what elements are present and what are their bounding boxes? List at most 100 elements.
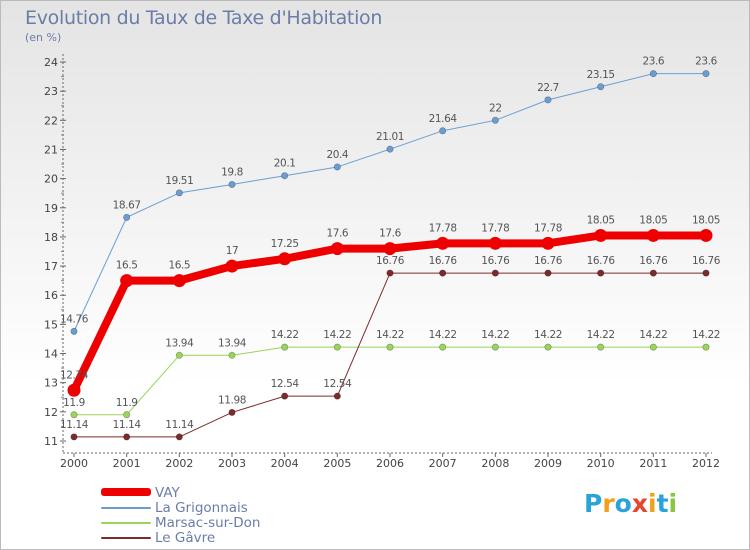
legend-swatch-la-grigonnais: [101, 507, 151, 509]
data-point-la-grigonnais: [649, 70, 657, 78]
legend-swatch-marsac-sur-don: [101, 522, 151, 524]
data-point-le-gavre: [439, 269, 447, 277]
legend-label-vay: VAY: [155, 485, 180, 501]
data-point-vay: [278, 252, 292, 266]
data-point-marsac-sur-don: [491, 343, 499, 351]
x-tick-label: 2002: [165, 457, 193, 470]
data-label-marsac-sur-don: 13.94: [218, 337, 247, 349]
data-label-vay: 16.5: [116, 260, 138, 272]
data-point-le-gavre: [544, 269, 552, 277]
data-label-vay: 18.05: [639, 214, 667, 226]
legend-swatch-vay: [101, 488, 151, 496]
data-point-vay: [120, 274, 134, 288]
x-tick-label: 2000: [60, 457, 88, 470]
data-point-marsac-sur-don: [123, 411, 131, 419]
data-label-marsac-sur-don: 14.22: [323, 329, 351, 341]
data-point-la-grigonnais: [702, 70, 710, 78]
data-label-la-grigonnais: 23.6: [642, 56, 664, 68]
data-label-vay: 17.25: [271, 238, 299, 250]
data-point-marsac-sur-don: [702, 343, 710, 351]
legend-label-la-grigonnais: La Grigonnais: [155, 500, 248, 516]
data-point-marsac-sur-don: [386, 343, 394, 351]
y-tick-label: 16: [44, 289, 58, 302]
data-label-le-gavre: 16.76: [587, 255, 616, 267]
data-label-la-grigonnais: 18.67: [113, 199, 141, 211]
data-label-la-grigonnais: 23.15: [587, 69, 615, 81]
data-label-marsac-sur-don: 14.22: [587, 329, 615, 341]
data-point-marsac-sur-don: [544, 343, 552, 351]
data-point-le-gavre: [70, 433, 78, 441]
y-tick-label: 14: [44, 348, 58, 361]
data-label-le-gavre: 11.98: [218, 394, 246, 406]
data-label-la-grigonnais: 20.4: [326, 149, 348, 161]
series-layer: [67, 70, 713, 441]
data-point-marsac-sur-don: [70, 411, 78, 419]
data-point-la-grigonnais: [491, 116, 499, 124]
data-label-marsac-sur-don: 11.9: [116, 397, 138, 409]
data-label-vay: 16.5: [168, 260, 190, 272]
data-point-vay: [225, 259, 239, 273]
data-label-le-gavre: 11.14: [60, 419, 89, 431]
y-tick-label: 24: [44, 56, 58, 69]
x-tick-label: 2001: [113, 457, 141, 470]
y-tick-label: 23: [44, 85, 58, 98]
series-line-le-gavre: [73, 272, 707, 438]
data-label-vay: 17.78: [429, 222, 457, 234]
data-point-marsac-sur-don: [175, 351, 183, 359]
data-point-vay: [172, 274, 186, 288]
series-line-marsac-sur-don: [73, 346, 707, 416]
legend-item-le-gavre: Le Gâvre: [101, 530, 361, 546]
data-label-la-grigonnais: 22: [489, 102, 502, 114]
data-label-la-grigonnais: 21.64: [429, 113, 458, 125]
data-point-la-grigonnais: [439, 127, 447, 135]
data-label-la-grigonnais: 19.51: [165, 175, 193, 187]
data-point-le-gavre: [597, 269, 605, 277]
y-tick-label: 18: [44, 231, 58, 244]
axes: 11 12 13 14 15 16 17 18 19 20 21 22 23 24 2000 2001 2002…: [44, 54, 720, 470]
y-tick-label: 22: [44, 114, 58, 127]
data-label-le-gavre: 16.76: [481, 255, 510, 267]
legend-item-la-grigonnais: La Grigonnais: [101, 500, 361, 516]
y-tick-label: 20: [44, 173, 58, 186]
data-point-la-grigonnais: [544, 96, 552, 104]
data-label-marsac-sur-don: 14.22: [692, 329, 720, 341]
logo-letter: i: [648, 489, 657, 518]
y-tick-label: 15: [44, 318, 58, 331]
data-label-vay: 12.74: [60, 369, 89, 381]
logo-letter: i: [668, 489, 678, 518]
data-label-la-grigonnais: 21.01: [376, 131, 404, 143]
data-label-marsac-sur-don: 14.22: [534, 329, 562, 341]
data-label-le-gavre: 16.76: [429, 255, 458, 267]
series-marsac-sur-don: [70, 343, 710, 419]
data-label-marsac-sur-don: 14.22: [481, 329, 509, 341]
chart-title: Evolution du Taux de Taxe d'Habitation: [25, 7, 383, 29]
data-point-le-gavre: [491, 269, 499, 277]
data-point-le-gavre: [333, 392, 341, 400]
data-point-vay: [67, 383, 81, 397]
data-point-la-grigonnais: [175, 189, 183, 197]
data-label-marsac-sur-don: 14.22: [639, 329, 667, 341]
legend-label-marsac-sur-don: Marsac-sur-Don: [155, 515, 261, 531]
series-le-gavre: [70, 269, 710, 441]
data-point-marsac-sur-don: [333, 343, 341, 351]
series-la-grigonnais: [70, 70, 710, 335]
logo-letter: o: [614, 489, 632, 518]
data-label-vay: 18.05: [587, 214, 615, 226]
x-tick-label: 2007: [429, 457, 457, 470]
data-point-marsac-sur-don: [649, 343, 657, 351]
data-point-vay: [436, 236, 450, 250]
legend-label-le-gavre: Le Gâvre: [155, 530, 216, 546]
y-tick-label: 19: [44, 202, 58, 215]
data-point-vay: [541, 236, 555, 250]
data-point-le-gavre: [702, 269, 710, 277]
series-vay: [67, 228, 713, 397]
y-tick-label: 12: [44, 406, 58, 419]
legend-swatch-le-gavre: [101, 537, 151, 539]
data-point-marsac-sur-don: [281, 343, 289, 351]
data-label-vay: 18.05: [692, 214, 720, 226]
data-label-la-grigonnais: 22.7: [537, 82, 559, 94]
logo-letter: P: [584, 489, 603, 518]
x-tick-label: 2010: [587, 457, 615, 470]
data-point-marsac-sur-don: [597, 343, 605, 351]
